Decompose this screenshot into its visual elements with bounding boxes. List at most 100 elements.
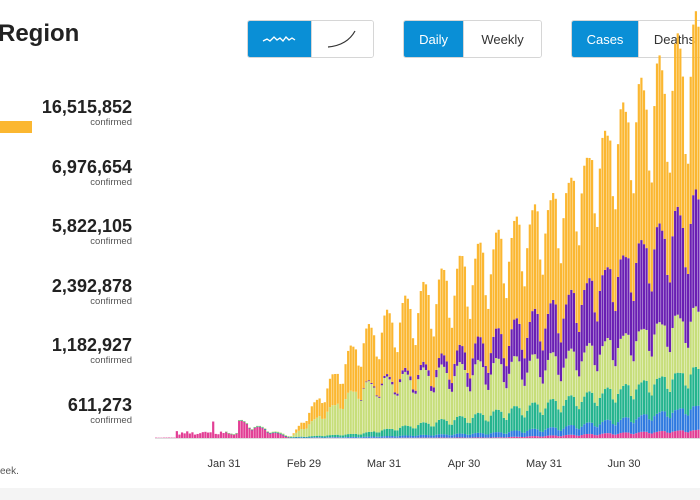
bar-segment [482,437,485,439]
bar-segment [585,157,589,284]
bar-segment [248,427,251,428]
region-stat-5[interactable]: 1,182,927 confirmed [52,335,132,367]
bar-segment [585,422,589,434]
bar-segment [347,350,350,393]
bar-segment [554,198,557,305]
bar-segment [440,434,443,438]
bar-segment [199,433,202,438]
bar-segment [687,347,690,389]
bar-segment [321,403,324,419]
x-tick-label: Jan 31 [207,458,240,470]
bar-segment [536,429,539,437]
bar-segment [373,386,376,388]
bar-segment [554,356,557,401]
region-stat-1[interactable]: 16,515,852 confirmed [42,97,132,129]
bar-segment [674,210,677,316]
region-stat-6[interactable]: 611,273 confirmed [68,395,132,427]
bar-segment [471,285,474,359]
bar-segment [565,193,568,305]
linear-scale-button[interactable] [248,21,311,57]
bar-segment [264,428,267,430]
bar-segment [515,436,518,438]
bar-segment [544,408,547,430]
bar-segment [271,431,274,433]
bar-segment [575,322,578,371]
bar-segment [396,393,399,396]
bar-segment [655,431,659,438]
bar-segment [593,365,596,403]
bar-segment [248,427,251,429]
bar-segment [622,432,625,438]
bar-segment [601,421,604,434]
bar-segment [414,428,417,436]
bar-segment [526,436,529,438]
log-scale-button[interactable] [310,21,373,57]
bar-segment [251,429,254,430]
bar-segment [502,358,505,383]
bar-segment [591,392,594,423]
bar-segment [453,437,456,439]
bar-segment [435,369,438,378]
bar-segment [383,375,386,378]
bar-segment [632,361,635,400]
bar-segment [497,358,500,410]
region-stat-2[interactable]: 6,976,654 confirmed [52,157,132,189]
cases-button[interactable]: Cases [572,21,639,57]
bar-segment [427,423,430,436]
bar-segment [271,432,274,438]
bar-segment [635,419,638,434]
bar-segment [456,350,459,366]
bar-segment [523,436,526,438]
bar-segment [565,304,568,359]
bar-segment [362,388,365,434]
bar-segment [206,432,210,438]
bar-segment [391,322,394,382]
region-stat-4[interactable]: 2,392,878 confirmed [52,276,132,308]
bar-segment [697,26,700,200]
bar-segment [362,343,365,389]
bar-segment [552,352,555,400]
bar-segment [357,437,360,438]
bar-segment [300,436,303,438]
region-stat-3[interactable]: 5,822,105 confirmed [52,216,132,248]
bar-segment [526,337,529,373]
bar-segment [461,416,464,434]
bar-segment [578,376,581,410]
bar-segment [409,376,412,381]
bar-segment [598,424,601,435]
bar-segment [515,430,518,437]
bar-segment [570,289,573,349]
bar-segment [245,423,249,425]
bar-segment [256,426,259,438]
bar-segment [204,431,207,438]
deaths-button[interactable]: Deaths [638,21,700,57]
bar-segment [687,415,690,433]
bar-segment [606,433,609,438]
bar-segment [596,427,599,436]
bar-segment [482,414,485,434]
bar-segment [487,308,490,373]
bar-segment [692,307,695,368]
bar-segment [440,437,443,439]
bar-segment [432,387,435,393]
bar-segment [596,371,599,406]
bar-segment [484,434,487,438]
bar-segment [494,409,498,433]
bar-segment [609,433,612,438]
bar-segment [554,427,557,436]
bar-segment [445,434,448,438]
bar-segment [274,432,277,438]
bar-segment [380,332,383,384]
daily-button[interactable]: Daily [404,21,464,57]
bar-segment [186,431,189,438]
weekly-button[interactable]: Weekly [463,21,541,57]
bar-segment [531,210,534,312]
bar-segment [591,160,594,281]
bar-segment [365,381,368,383]
bar-segment [645,414,648,432]
bar-segment [411,428,415,436]
bar-segment [453,376,456,421]
bar-segment [629,396,633,422]
bar-segment [380,430,383,437]
bar-segment [383,377,386,430]
